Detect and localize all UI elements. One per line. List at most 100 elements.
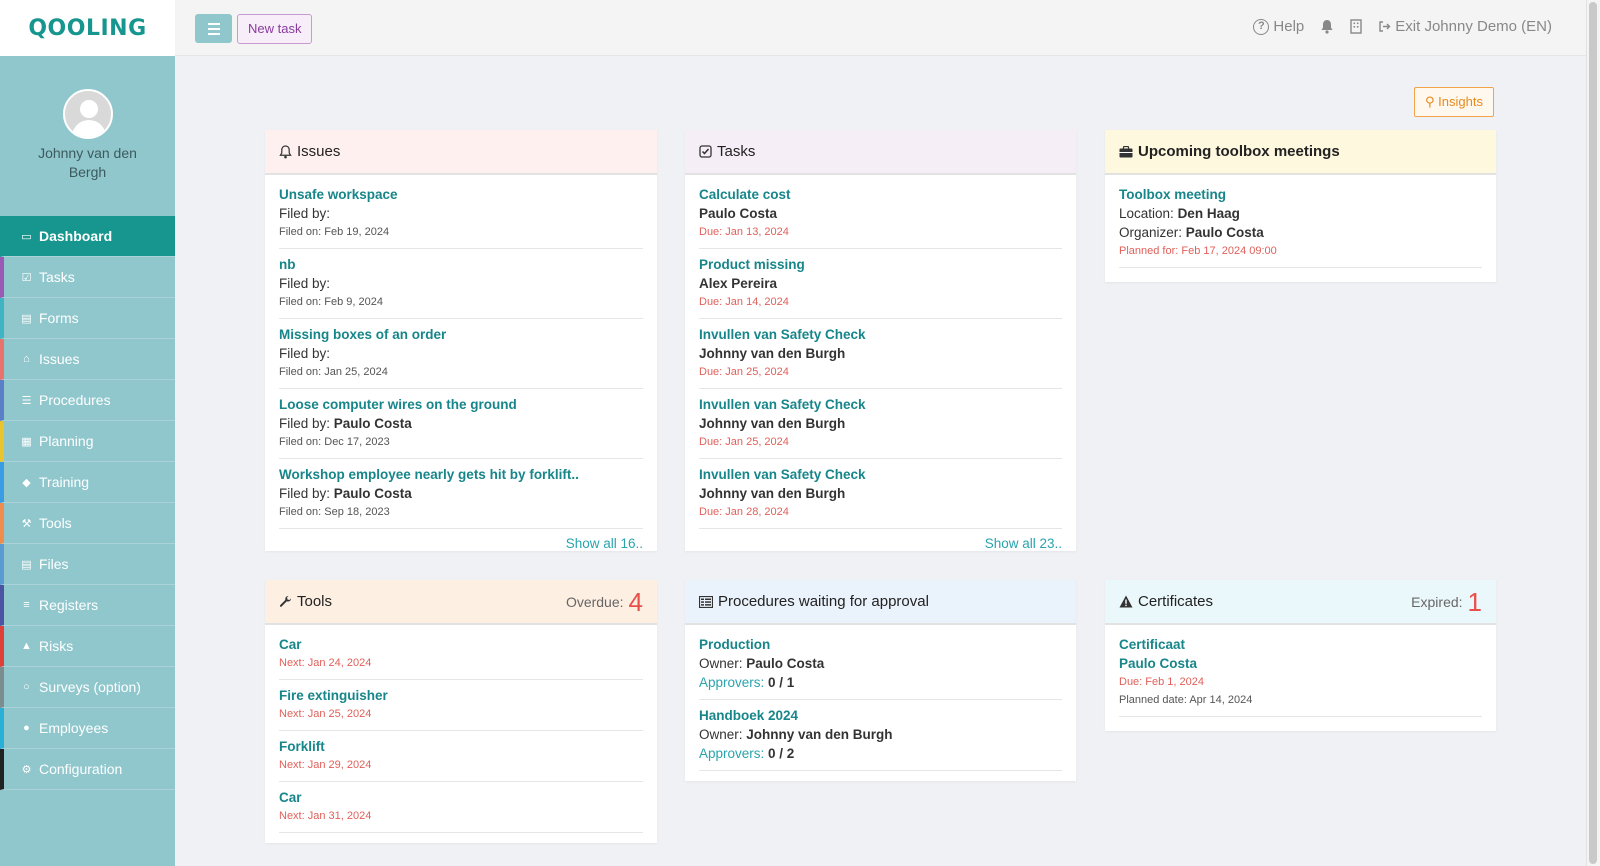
sidebar-item-issues[interactable]: ⌂ Issues [0,339,175,380]
certificates-card: Certificates Expired: 1 Certificaat Paul… [1105,580,1496,731]
task-due: Due: Jan 25, 2024 [699,436,789,448]
sidebar-item-label: Registers [39,597,99,613]
tool-next-date: Next: Jan 24, 2024 [279,657,372,669]
issue-title[interactable]: Unsafe workspace [279,187,398,202]
lightbulb-icon: ⚲ [1425,94,1435,109]
show-all-tasks-link[interactable]: Show all 23.. [984,536,1062,551]
logo[interactable]: QOOLING [28,15,147,41]
new-task-button[interactable]: New task [237,14,313,44]
issue-title[interactable]: nb [279,257,296,272]
sidebar-item-label: Employees [39,720,109,736]
avatar[interactable] [62,89,113,139]
sidebar-item-label: Surveys (option) [39,679,141,695]
notifications-button[interactable] [1320,19,1334,34]
task-title[interactable]: Product missing [699,257,805,272]
tool-title[interactable]: Car [279,637,302,652]
tools-list: Car Next: Jan 24, 2024 Fire extinguisher Ne… [265,625,657,833]
procedure-title[interactable]: Handboek 2024 [699,708,799,723]
task-title[interactable]: Invullen van Safety Check [699,327,866,342]
insights-button[interactable]: ⚲ Insights [1414,87,1494,117]
help-link[interactable]: ? Help [1253,18,1304,35]
top-bar: QOOLING New task ? Help Exit Johnny Demo… [0,0,1600,56]
expired-count: 1 [1467,586,1482,617]
sidebar-item-files[interactable]: ▤ Files [0,544,175,585]
sidebar-item-registers[interactable]: ≡ Registers [0,585,175,626]
users-icon: ● [23,722,30,734]
sidebar-item-label: Configuration [39,761,123,777]
task-due: Due: Jan 13, 2024 [699,226,789,238]
toolbox-item-title[interactable]: Toolbox meeting [1119,187,1226,202]
sidebar-item-forms[interactable]: ▤ Forms [0,298,175,339]
certificate-person[interactable]: Paulo Costa [1119,656,1198,671]
issue-filed-on: Filed on: Dec 17, 2023 [279,436,390,448]
sidebar-item-dashboard[interactable]: ▭ Dashboard [0,216,175,257]
issue-filed-on: Filed on: Feb 19, 2024 [279,226,390,238]
issue-filed-on: Filed on: Jan 25, 2024 [279,366,388,378]
procedures-title: Procedures waiting for approval [718,593,929,610]
sidebar-item-employees[interactable]: ● Employees [0,708,175,749]
certificate-planned: Planned date: Apr 14, 2024 [1119,694,1253,706]
task-assignee: Johnny van den Burgh [699,486,846,501]
file-icon: ▤ [21,312,32,325]
sidebar-item-tools[interactable]: ⚒ Tools [0,503,175,544]
issue-title[interactable]: Loose computer wires on the ground [279,397,517,412]
tools-card: Tools Overdue: 4 Car Next: Jan 24, 2024 Fi… [265,580,657,843]
sidebar-item-tasks[interactable]: ☑ Tasks [0,257,175,298]
sidebar-item-procedures[interactable]: ☰ Procedures [0,380,175,421]
list-item: Product missing Alex Pereira Due: Jan 14, … [699,255,1062,319]
list-item: nb Filed by: Filed on: Feb 9, 2024 [279,255,643,319]
issue-filed-on: Filed on: Sep 18, 2023 [279,506,390,518]
issue-filed-by: Filed by: Paulo Costa [279,414,643,433]
toolbox-title: Upcoming toolbox meetings [1138,143,1340,160]
procedures-card: Procedures waiting for approval Producti… [685,580,1076,781]
issue-title[interactable]: Workshop employee nearly gets hit by for… [279,467,579,482]
toolbox-card-header: Upcoming toolbox meetings [1105,130,1496,175]
task-title[interactable]: Calculate cost [699,187,791,202]
procedure-title[interactable]: Production [699,637,771,652]
expired-label: Expired: [1411,593,1463,610]
procedures-icon [699,595,713,608]
certificate-title[interactable]: Certificaat [1119,637,1186,652]
task-title[interactable]: Invullen van Safety Check [699,467,866,482]
list-item: Certificaat Paulo Costa Due: Feb 1, 2024… [1119,635,1482,717]
approvers-label: Approvers: [699,746,765,761]
task-assignee: Johnny van den Burgh [699,416,846,431]
sidebar-item-risks[interactable]: ▲ Risks [0,626,175,667]
logo-area: QOOLING [0,0,175,56]
procedure-owner: Owner: Paulo Costa [699,654,1062,673]
task-title[interactable]: Invullen van Safety Check [699,397,866,412]
planned-date: Planned for: Feb 17, 2024 09:00 [1119,245,1277,257]
certificates-title: Certificates [1138,593,1214,610]
sidebar-item-training[interactable]: ◆ Training [0,462,175,503]
wrench-icon: ⚒ [21,517,32,530]
building-icon [1350,19,1362,34]
tool-title[interactable]: Forklift [279,739,325,754]
sidebar-item-configuration[interactable]: ⚙ Configuration [0,749,175,790]
issue-title[interactable]: Missing boxes of an order [279,327,447,342]
procedures-card-header: Procedures waiting for approval [685,580,1076,625]
list-item: Calculate cost Paulo Costa Due: Jan 13, 20… [699,185,1062,249]
tool-title[interactable]: Fire extinguisher [279,688,388,703]
organizer-value: Paulo Costa [1185,225,1264,240]
scrollbar[interactable] [1586,0,1600,866]
tool-title[interactable]: Car [279,790,302,805]
list-icon: ≡ [23,599,30,611]
tools-title: Tools [297,593,333,610]
list-item: Toolbox meeting Location: Den Haag Organ… [1119,185,1482,268]
sidebar-item-planning[interactable]: ▦ Planning [0,421,175,462]
filed-by-label: Filed by: [279,276,331,291]
menu-toggle-button[interactable] [195,14,232,43]
task-assignee: Paulo Costa [699,206,778,221]
briefcase-icon [1119,145,1133,157]
exit-demo-link[interactable]: Exit Johnny Demo (EN) [1378,18,1552,35]
warning-icon: ▲ [21,640,32,652]
task-due: Due: Jan 25, 2024 [699,366,789,378]
calendar-icon: ▦ [21,435,32,448]
bell-icon [279,144,292,158]
sidebar-item-label: Forms [39,310,79,326]
show-all-issues-link[interactable]: Show all 16.. [565,536,643,551]
sidebar-item-surveys-option[interactable]: ○ Surveys (option) [0,667,175,708]
building-button[interactable] [1350,19,1362,34]
comment-icon: ○ [23,681,30,693]
scroll-thumb[interactable] [1589,2,1597,864]
